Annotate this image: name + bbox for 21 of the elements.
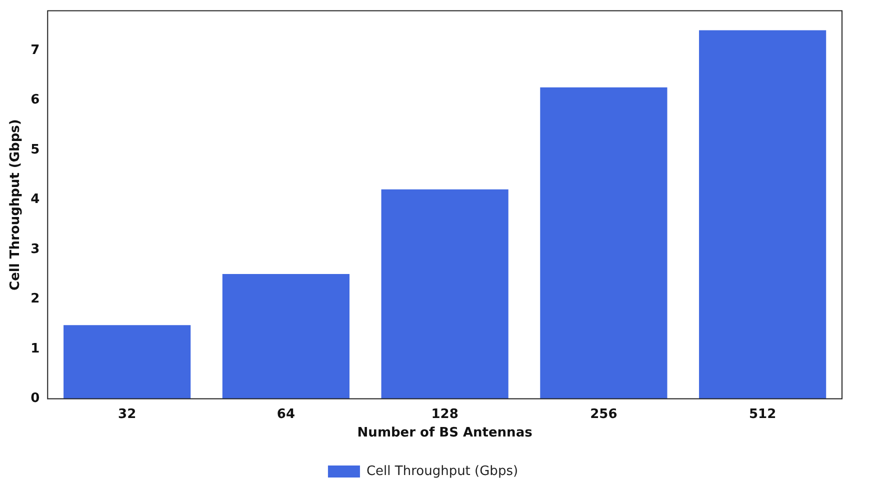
x-tick-label: 512: [748, 406, 776, 422]
y-tick-label: 1: [30, 341, 40, 356]
x-tick-label: 64: [276, 406, 295, 422]
y-axis-title: Cell Throughput (Gbps): [8, 119, 24, 290]
x-tick-label: 32: [118, 406, 136, 422]
x-axis-title: Number of BS Antennas: [357, 426, 533, 441]
y-tick-label: 3: [30, 242, 40, 257]
y-tick-label: 2: [30, 292, 40, 307]
x-tick-label: 256: [590, 406, 618, 422]
y-tick-label: 4: [30, 192, 40, 208]
bar: [381, 189, 508, 399]
y-tick-label: 6: [30, 92, 40, 108]
bar: [699, 30, 826, 399]
y-tick-label: 5: [30, 142, 40, 158]
bar: [222, 274, 350, 399]
y-tick-label: 0: [30, 391, 40, 406]
bar: [540, 87, 668, 399]
y-tick-label: 7: [30, 42, 40, 58]
x-tick-label: 128: [431, 406, 458, 422]
legend-label: Cell Throughput (Gbps): [366, 464, 518, 479]
bar: [64, 325, 191, 399]
